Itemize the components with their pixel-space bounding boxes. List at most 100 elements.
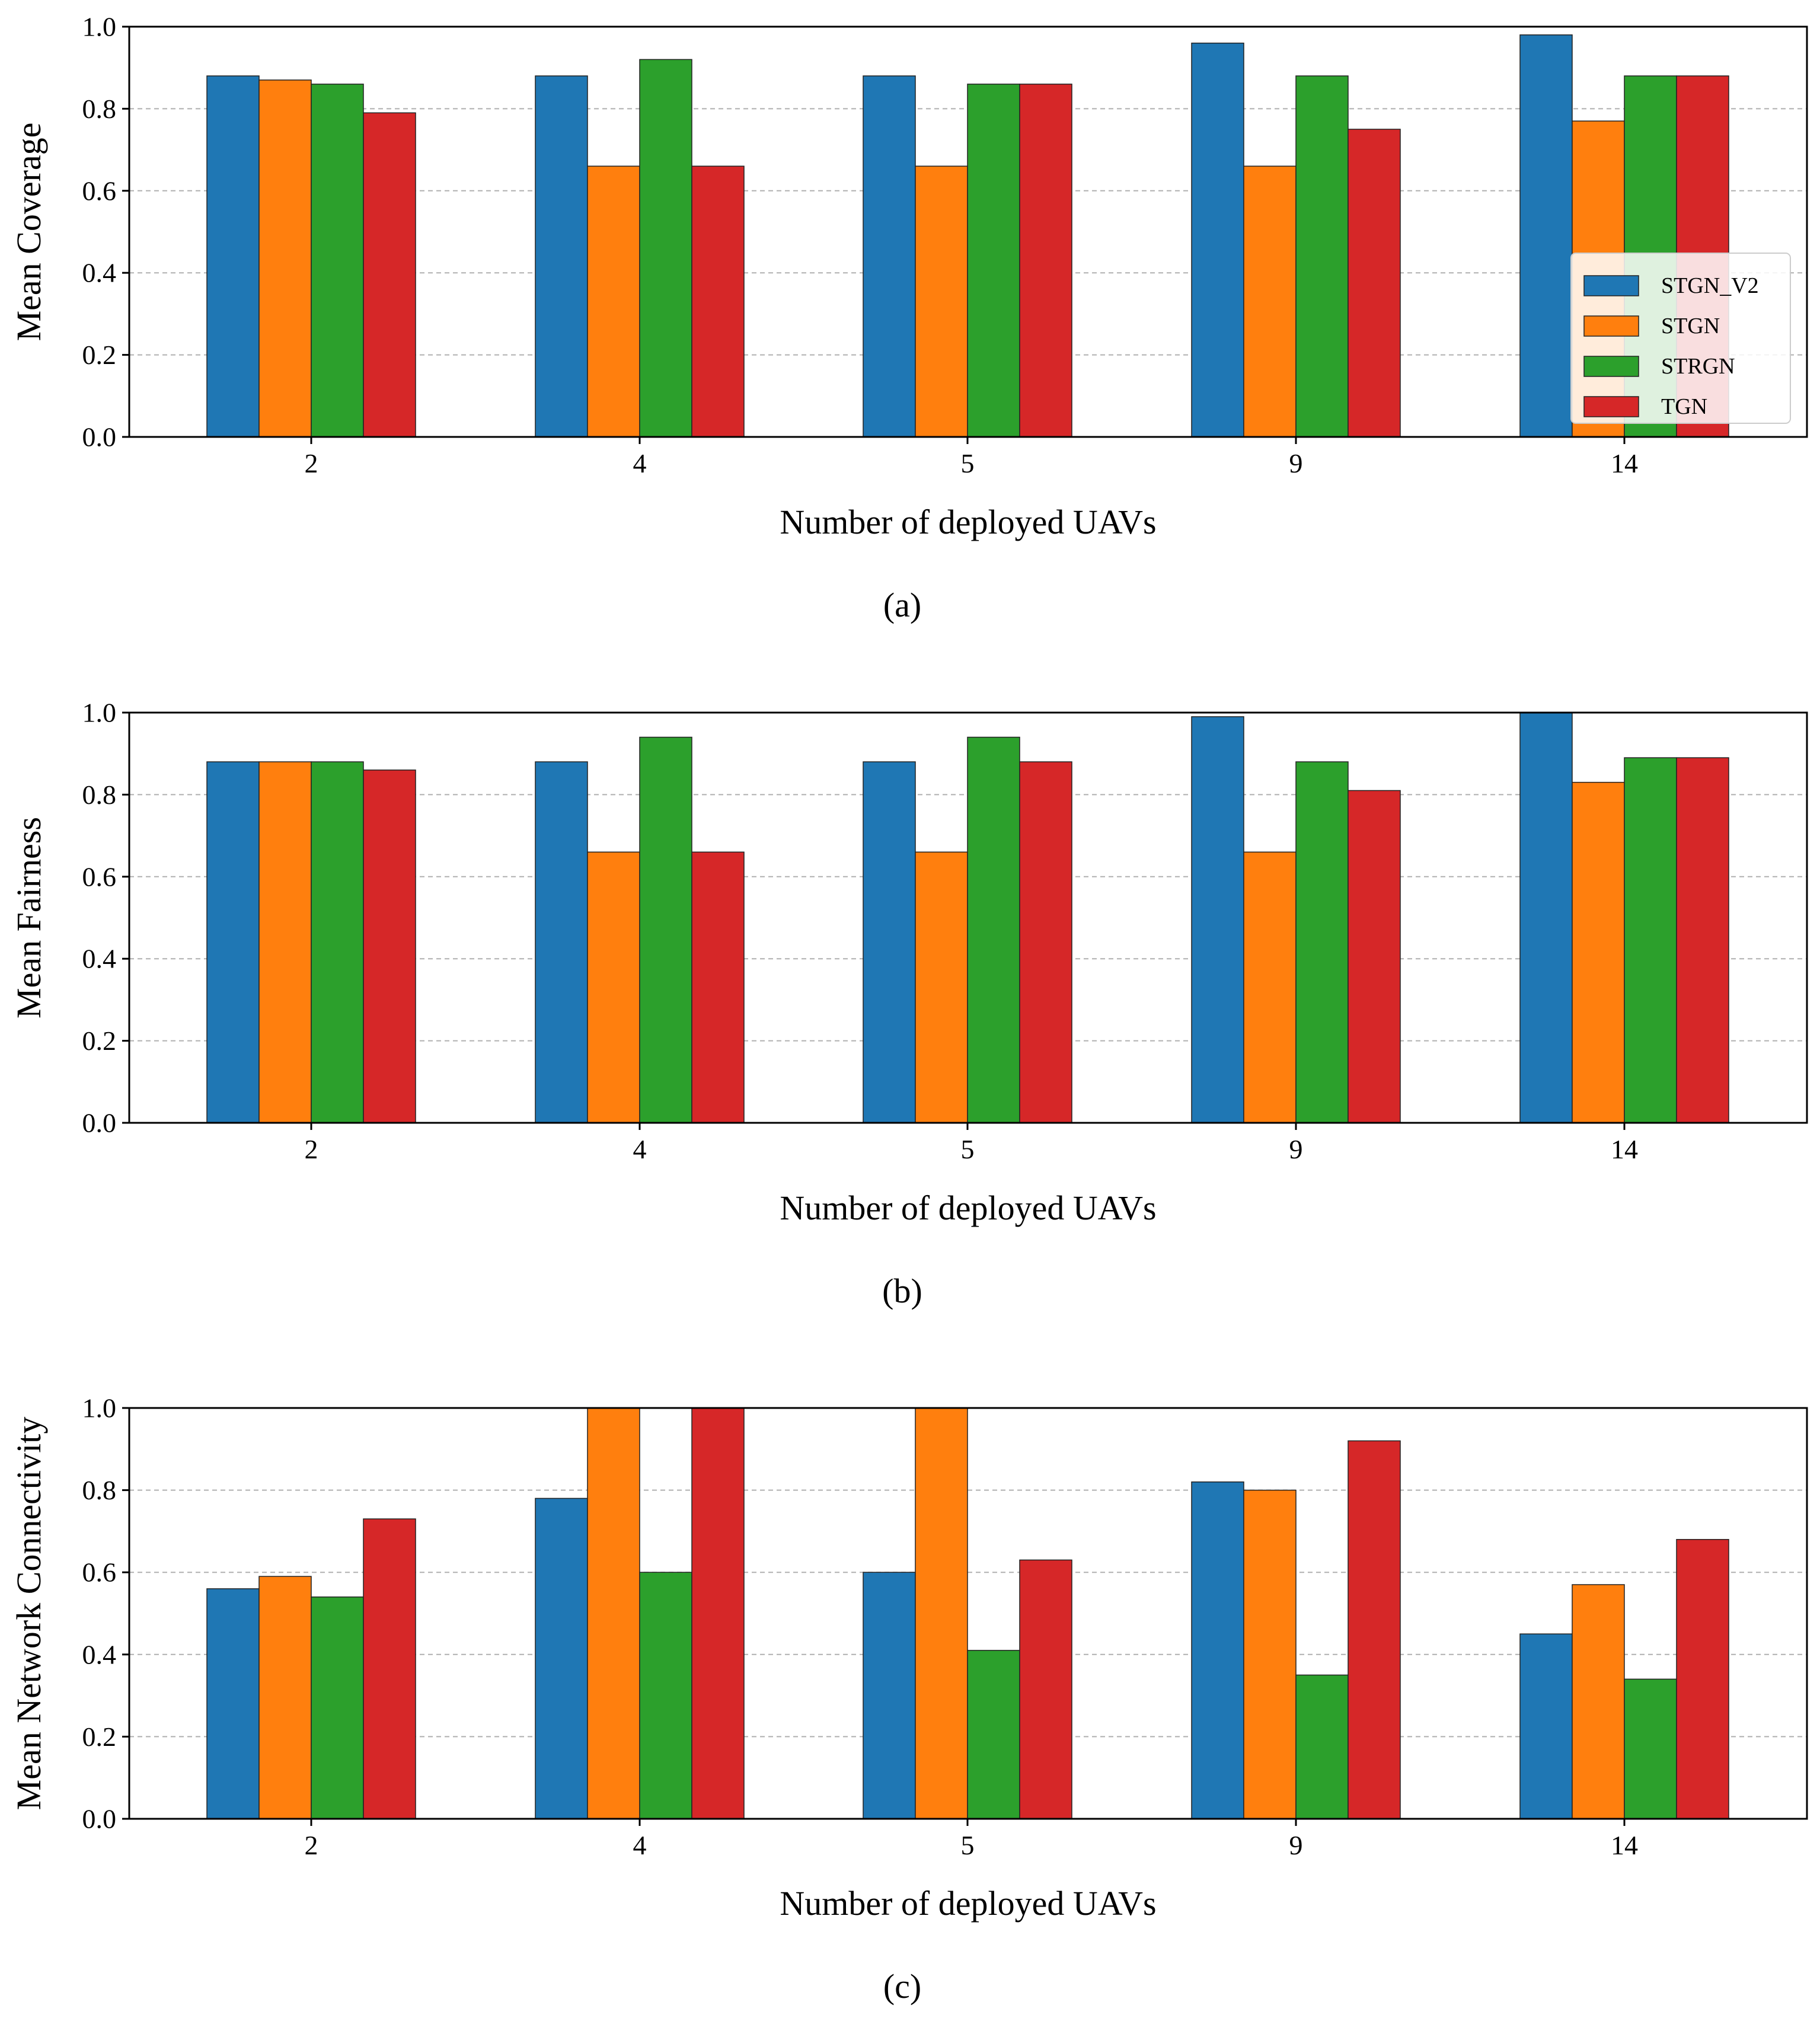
legend-swatch xyxy=(1583,275,1639,296)
y-axis-label: Mean Network Connectivity xyxy=(9,1417,48,1811)
bar xyxy=(1624,1678,1677,1819)
bar xyxy=(1572,1584,1625,1819)
x-axis-label: Number of deployed UAVs xyxy=(780,503,1156,541)
y-tick-label: 0.6 xyxy=(82,175,117,206)
y-tick-label: 0.4 xyxy=(82,1639,117,1669)
bar xyxy=(863,761,916,1123)
bar xyxy=(691,851,745,1123)
bar xyxy=(1019,1559,1072,1819)
bar xyxy=(1348,790,1401,1123)
bar xyxy=(1019,84,1072,438)
x-tick-label: 2 xyxy=(305,1830,318,1860)
x-tick-label: 5 xyxy=(961,448,975,478)
bar xyxy=(587,1407,640,1819)
legend-label: TGN xyxy=(1661,394,1707,419)
y-tick-label: 0.2 xyxy=(82,340,117,370)
bar xyxy=(1348,1440,1401,1819)
bar xyxy=(1295,761,1349,1123)
x-tick-label: 14 xyxy=(1611,1830,1638,1860)
bar xyxy=(1243,851,1297,1123)
bar xyxy=(1191,42,1244,438)
bar xyxy=(1243,165,1297,438)
panel-caption: (c) xyxy=(883,1967,921,2006)
bar xyxy=(363,1518,416,1819)
bar xyxy=(1519,34,1573,438)
bar xyxy=(863,75,916,438)
bar xyxy=(363,769,416,1123)
bar xyxy=(915,1407,968,1819)
bar xyxy=(258,761,312,1123)
bar xyxy=(1519,1633,1573,1819)
x-axis-label: Number of deployed UAVs xyxy=(780,1884,1156,1923)
y-tick-label: 0.0 xyxy=(82,1804,117,1834)
bar xyxy=(1348,129,1401,438)
x-axis-label: Number of deployed UAVs xyxy=(780,1189,1156,1227)
bar xyxy=(587,165,640,438)
y-axis-label: Mean Fairness xyxy=(9,817,48,1018)
bar xyxy=(535,1497,588,1819)
y-tick-label: 0.0 xyxy=(82,422,117,452)
bar xyxy=(967,1650,1020,1819)
bar xyxy=(1676,1539,1729,1819)
chart-panel-b: 0.0 0.2 0.4 0.6 0.8 1.0 2 4 5 9 14 Number of deploy… xyxy=(9,698,1808,1310)
x-tick-label: 14 xyxy=(1611,448,1638,478)
bar xyxy=(1019,761,1072,1123)
bar xyxy=(1519,712,1573,1123)
y-tick-label: 1.0 xyxy=(82,12,117,42)
x-tick-label: 4 xyxy=(633,1830,647,1860)
legend-swatch xyxy=(1583,396,1639,417)
bar xyxy=(639,59,692,438)
bar xyxy=(258,79,312,438)
x-tick-label: 4 xyxy=(633,1134,647,1164)
bar xyxy=(587,851,640,1123)
bar xyxy=(915,851,968,1123)
y-axis-label: Mean Coverage xyxy=(9,123,48,341)
bar xyxy=(1676,757,1729,1123)
bar xyxy=(258,1576,312,1819)
y-tick-label: 0.2 xyxy=(82,1026,117,1056)
y-tick-label: 0.8 xyxy=(82,780,117,810)
bar xyxy=(1191,1481,1244,1819)
x-tick-label: 14 xyxy=(1611,1134,1638,1164)
x-tick-label: 5 xyxy=(961,1830,975,1860)
x-tick-label: 9 xyxy=(1289,1134,1303,1164)
panel-caption: (b) xyxy=(882,1272,922,1310)
bar xyxy=(535,761,588,1123)
legend-label: STRGN xyxy=(1661,354,1735,379)
y-tick-label: 0.6 xyxy=(82,861,117,892)
chart-panel-c: 0.0 0.2 0.4 0.6 0.8 1.0 2 4 5 9 14 Number of deploy… xyxy=(9,1393,1808,2006)
bar xyxy=(1624,757,1677,1123)
bar xyxy=(206,75,260,438)
bar xyxy=(206,1588,260,1819)
x-tick-label: 2 xyxy=(305,1134,318,1164)
legend: STGN_V2 STGN STRGN TGN xyxy=(1570,253,1791,424)
bar xyxy=(311,1596,364,1819)
x-tick-label: 4 xyxy=(633,448,647,478)
bar xyxy=(1295,75,1349,438)
bar xyxy=(639,1572,692,1819)
x-tick-label: 9 xyxy=(1289,1830,1303,1860)
y-tick-label: 0.2 xyxy=(82,1722,117,1752)
bar xyxy=(967,84,1020,438)
y-tick-label: 0.8 xyxy=(82,94,117,124)
legend-swatch xyxy=(1583,315,1639,337)
bar xyxy=(1295,1674,1349,1819)
bar xyxy=(691,1407,745,1819)
x-tick-label: 2 xyxy=(305,448,318,478)
y-tick-label: 1.0 xyxy=(82,1393,117,1423)
y-tick-label: 0.4 xyxy=(82,258,117,288)
x-tick-label: 5 xyxy=(961,1134,975,1164)
panel-caption: (a) xyxy=(883,586,921,624)
chart-panel-a: 0.0 0.2 0.4 0.6 0.8 1.0 2 4 5 9 14 Number of deploy… xyxy=(9,12,1808,624)
y-tick-label: 0.8 xyxy=(82,1475,117,1505)
bar xyxy=(1572,781,1625,1123)
bar xyxy=(311,761,364,1123)
bar xyxy=(535,75,588,438)
bar xyxy=(691,165,745,438)
y-tick-label: 0.0 xyxy=(82,1108,117,1138)
bar xyxy=(1191,716,1244,1123)
bar xyxy=(967,736,1020,1123)
y-tick-label: 0.4 xyxy=(82,944,117,974)
bar xyxy=(639,736,692,1123)
